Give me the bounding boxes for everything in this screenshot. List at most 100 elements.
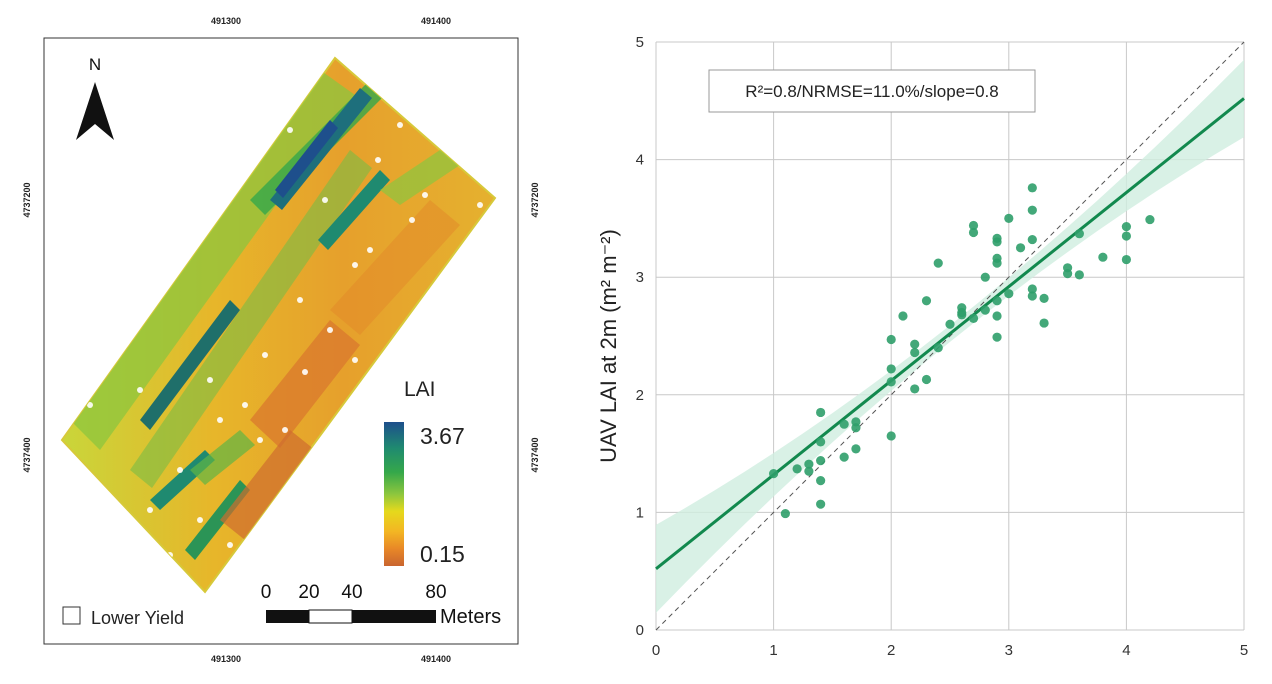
y-tick-label: 2 <box>636 387 644 404</box>
data-point <box>1004 289 1014 299</box>
x-tick-label: 0 <box>652 642 660 659</box>
data-point <box>1004 213 1014 223</box>
data-point <box>839 419 849 429</box>
data-point <box>769 468 779 479</box>
y-tick-label: 5 <box>636 34 644 51</box>
data-point <box>851 444 861 454</box>
y-axis-label: UAV LAI at 2m (m² m⁻²) <box>596 229 621 463</box>
lai-map-svg: 491300 491400 491300 491400 4737200 4737… <box>22 16 540 664</box>
identity-line <box>655 41 1245 631</box>
data-point <box>1121 254 1131 265</box>
data-point <box>1039 293 1049 303</box>
left-coord-2: 4737400 <box>22 437 32 472</box>
fit-line <box>655 97 1245 571</box>
data-point <box>1015 243 1026 253</box>
data-point <box>933 258 943 268</box>
data-point <box>1074 229 1084 239</box>
points-layer <box>769 183 1155 519</box>
y-tick-label: 4 <box>636 152 644 169</box>
data-point <box>957 310 967 320</box>
scale-label-0: 0 <box>261 582 272 603</box>
tick-label-layer: 0 1 2 3 4 5 0 1 2 3 4 5 <box>636 34 1249 659</box>
right-coord-2: 4737400 <box>530 437 540 472</box>
scatter-plot-svg: 0 1 2 3 4 5 0 1 2 3 4 5 UAV LAI at 2m (m² m⁻²) R²=0… <box>596 34 1249 659</box>
x-tick-label: 5 <box>1240 642 1248 659</box>
data-point <box>804 466 814 476</box>
data-point <box>992 258 1002 268</box>
data-point <box>886 431 896 441</box>
data-point <box>839 452 849 462</box>
data-point <box>1121 231 1131 241</box>
y-tick-label: 3 <box>636 269 644 286</box>
bottom-coord-1: 491300 <box>211 654 241 664</box>
data-point <box>980 272 990 282</box>
x-tick-label: 2 <box>887 642 895 659</box>
lower-yield-label: Lower Yield <box>91 608 184 628</box>
north-label: N <box>89 55 101 74</box>
data-point <box>945 319 955 329</box>
data-point <box>1027 284 1037 294</box>
data-point <box>886 334 896 345</box>
data-point <box>968 313 979 323</box>
y-tick-label: 1 <box>636 504 644 521</box>
data-point <box>1145 214 1155 225</box>
data-point <box>910 347 920 358</box>
data-point <box>851 423 861 433</box>
data-point <box>804 459 814 469</box>
data-point <box>910 384 920 394</box>
map-frame <box>43 37 519 645</box>
data-point <box>886 364 896 374</box>
data-point <box>1027 234 1037 245</box>
data-point <box>1039 318 1049 328</box>
data-point <box>933 343 943 353</box>
data-point <box>816 407 826 418</box>
data-point <box>816 476 826 486</box>
lower-yield-swatch <box>62 606 81 625</box>
data-point <box>921 374 932 385</box>
top-coord-1: 491300 <box>211 16 241 26</box>
scale-unit: Meters <box>440 606 501 628</box>
data-point <box>1027 291 1037 301</box>
data-point <box>792 464 802 474</box>
north-arrow-icon: N <box>76 55 114 140</box>
legend-min: 0.15 <box>420 541 465 567</box>
data-point <box>921 296 932 306</box>
data-point <box>980 305 990 315</box>
annotation-text: R²=0.8/NRMSE=11.0%/slope=0.8 <box>745 82 998 101</box>
identity-line-layer <box>655 41 1245 631</box>
left-coord-1: 4737200 <box>22 182 32 217</box>
data-point <box>816 499 826 509</box>
data-point <box>1027 205 1037 215</box>
data-point <box>968 227 979 238</box>
data-point <box>1098 252 1108 262</box>
data-point <box>898 311 908 321</box>
data-point <box>992 296 1002 306</box>
annotation-box <box>708 69 1036 113</box>
data-point <box>992 237 1002 247</box>
x-tick-label: 3 <box>1005 642 1013 659</box>
y-tick-label: 0 <box>636 622 644 639</box>
scale-label-20: 20 <box>298 582 319 603</box>
legend-max: 3.67 <box>420 423 465 449</box>
data-point <box>1027 183 1037 193</box>
data-point <box>968 220 979 231</box>
lai-field-raster <box>60 56 497 594</box>
data-point <box>1074 270 1084 280</box>
data-point <box>992 311 1002 321</box>
data-point <box>886 377 896 387</box>
data-point <box>910 339 920 349</box>
x-tick-label: 1 <box>769 642 777 659</box>
data-point <box>992 332 1002 342</box>
data-point <box>780 508 790 519</box>
scale-label-40: 40 <box>341 582 362 603</box>
data-point <box>816 437 826 447</box>
bottom-coord-2: 491400 <box>421 654 451 664</box>
fit-line-layer <box>655 97 1245 571</box>
scatter-plot-panel: 0 1 2 3 4 5 0 1 2 3 4 5 UAV LAI at 2m (m² m⁻²) R²=0… <box>560 0 1272 679</box>
data-point <box>816 456 826 466</box>
top-coord-2: 491400 <box>421 16 451 26</box>
legend-title: LAI <box>404 378 436 401</box>
scale-label-80: 80 <box>425 582 446 603</box>
data-point <box>1063 269 1073 279</box>
data-point <box>1121 222 1131 232</box>
